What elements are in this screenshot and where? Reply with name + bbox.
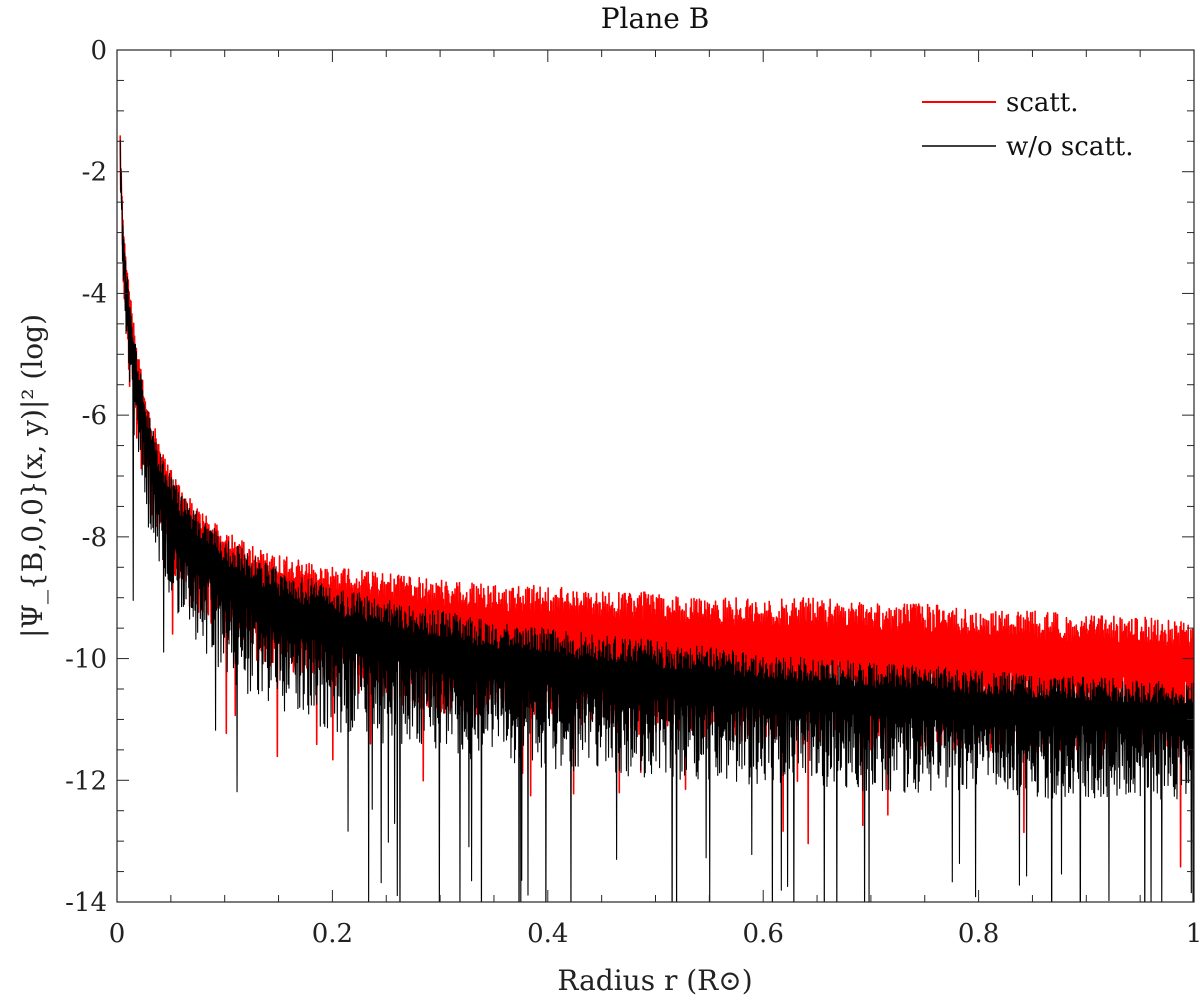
x-tick-label: 0.8 [958,919,999,949]
legend: scatt. w/o scatt. [912,80,1174,172]
series-line-wo-scatt [119,139,1194,902]
legend-label-wo-scatt: w/o scatt. [1006,132,1134,162]
y-tick-label: -10 [65,645,107,675]
series-layer [119,135,1194,902]
y-tick-label: -8 [82,523,107,553]
y-tick-label: -2 [82,158,107,188]
y-tick-label: 0 [90,36,107,66]
axis-ticks [116,49,1195,903]
axis-tick-labels: 0-2-4-6-8-10-12-140 0.2 0.4 0.6 0.8 1 [65,36,1200,949]
y-tick-label: -4 [82,279,107,309]
legend-label-scatt: scatt. [1006,88,1079,118]
x-tick-label: 0.2 [312,919,353,949]
x-tick-label: 0 [109,919,126,949]
x-tick-label: 1 [1186,919,1200,949]
y-axis-label: |Ψ_{B,0,0}(x, y)|² (log) [16,314,49,638]
chart-title: Plane B [601,2,710,35]
x-tick-label: 0.4 [527,919,568,949]
x-axis-label: Radius r (R⊙) [557,964,752,997]
x-tick-label: 0.6 [743,919,784,949]
y-tick-label: -6 [82,401,107,431]
legend-box [912,80,1174,172]
y-tick-label: -14 [65,888,107,918]
plot-area [119,135,1194,902]
y-tick-label: -12 [65,766,107,796]
